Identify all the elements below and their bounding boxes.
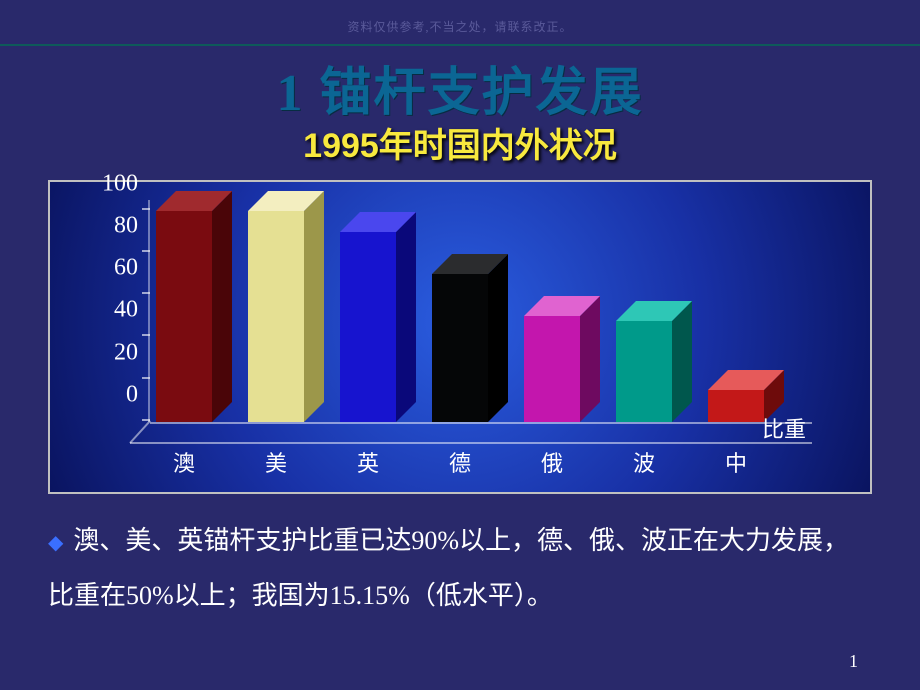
chart-bar	[708, 390, 764, 422]
chart-inner: 020406080100 澳美英德俄波中 比重	[72, 196, 812, 478]
chart-bar	[156, 211, 212, 422]
chart-back-wall-edge	[148, 200, 150, 422]
chart-y-tick	[142, 292, 150, 294]
chart-bar-side	[212, 191, 232, 422]
chart-bar-front	[340, 232, 396, 422]
chart-y-labels: 020406080100	[72, 200, 144, 444]
chart-x-tick-label: 英	[357, 446, 379, 478]
chart-bar-front	[432, 274, 488, 422]
chart-x-tick-label: 俄	[541, 446, 563, 478]
chart-bar-front	[524, 316, 580, 422]
chart-legend-label: 比重	[762, 412, 806, 444]
chart-bar-side	[396, 212, 416, 422]
chart-y-tick	[142, 250, 150, 252]
chart-y-tick	[142, 334, 150, 336]
bullet-text: 澳、美、英锚杆支护比重已达90%以上，德、俄、波正在大力发展，比重在50%以上；…	[48, 526, 849, 610]
page-number: 1	[849, 651, 858, 672]
chart-bar-front	[248, 211, 304, 422]
chart-bar	[616, 321, 672, 422]
chart-bar-side	[580, 296, 600, 422]
chart-plot-area	[150, 200, 812, 444]
chart-x-tick-label: 美	[265, 446, 287, 478]
chart-x-tick-label: 德	[449, 446, 471, 478]
chart-y-tick	[142, 208, 150, 210]
chart-bar-front	[156, 211, 212, 422]
chart-bar-side	[488, 254, 508, 422]
chart-frame: 020406080100 澳美英德俄波中 比重	[48, 180, 872, 494]
bullet-icon: ◆	[48, 522, 63, 564]
chart-y-tick-label: 60	[114, 255, 138, 282]
chart-bar	[524, 316, 580, 422]
chart-floor	[150, 422, 812, 444]
chart-y-tick-label: 100	[102, 170, 138, 197]
chart-y-tick-label: 0	[126, 382, 138, 409]
chart-y-tick-label: 80	[114, 212, 138, 239]
header-divider	[0, 44, 920, 46]
chart-floor-front-edge	[130, 442, 812, 444]
slide-subtitle: 1995年时国内外状况	[0, 118, 920, 167]
chart-bar-side	[672, 301, 692, 422]
top-note: 资料仅供参考,不当之处，请联系改正。	[0, 18, 920, 35]
bullet-paragraph: ◆澳、美、英锚杆支护比重已达90%以上，德、俄、波正在大力发展，比重在50%以上…	[48, 514, 868, 623]
chart-y-tick	[142, 377, 150, 379]
chart-y-tick-label: 40	[114, 297, 138, 324]
chart-x-tick-label: 澳	[173, 446, 195, 478]
chart-bar-front	[708, 390, 764, 422]
chart-x-tick-label: 中	[725, 446, 747, 478]
chart-bar	[340, 232, 396, 422]
chart-bar-side	[304, 191, 324, 422]
chart-bar	[248, 211, 304, 422]
chart-floor-back-edge	[150, 422, 812, 424]
slide-title: 1 锚杆支护发展	[0, 50, 920, 125]
chart-bar	[432, 274, 488, 422]
slide-root: 资料仅供参考,不当之处，请联系改正。 1 锚杆支护发展 1995年时国内外状况 …	[0, 0, 920, 690]
chart-x-tick-label: 波	[633, 446, 655, 478]
chart-bar-front	[616, 321, 672, 422]
chart-y-tick-label: 20	[114, 339, 138, 366]
chart-x-labels: 澳美英德俄波中	[150, 448, 812, 478]
chart-y-tick	[142, 419, 150, 421]
